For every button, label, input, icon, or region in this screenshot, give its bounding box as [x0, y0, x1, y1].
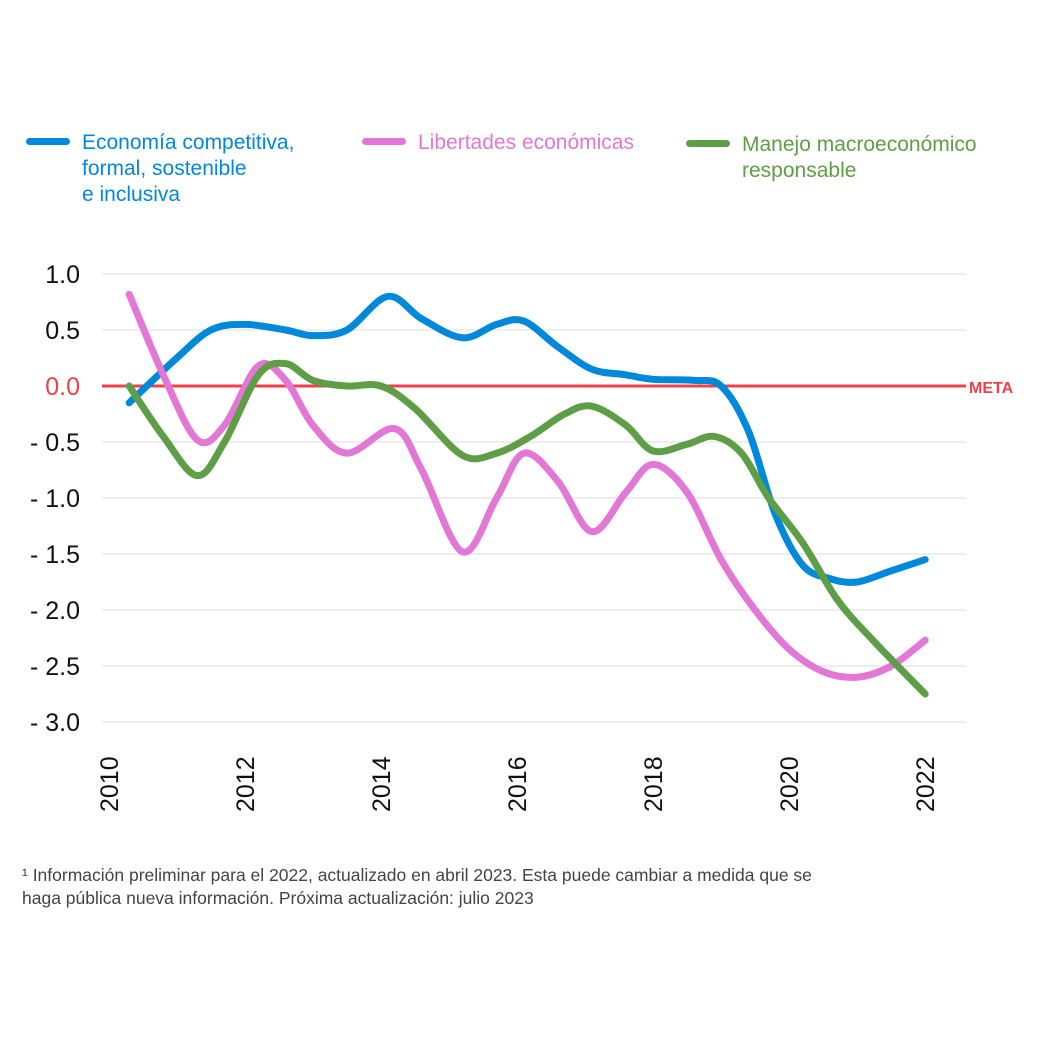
x-tick-label: 2022: [912, 756, 940, 812]
y-tick-label: - 1.5: [30, 541, 80, 569]
series-lines: [125, 290, 929, 698]
legend-label-economia: Economía competitiva, formal, sostenible…: [82, 131, 295, 206]
x-tick-label: 2018: [640, 756, 668, 812]
y-tick-label: 0.5: [45, 317, 80, 345]
grid-lines: [102, 273, 966, 723]
y-tick-label: 0.0: [45, 373, 80, 401]
target-line-label: META: [969, 380, 1014, 397]
series-line-manejo: [125, 359, 929, 698]
footnote: ¹ Información preliminar para el 2022, a…: [22, 865, 812, 908]
y-tick-label: - 3.0: [30, 709, 80, 737]
x-tick-label: 2016: [504, 756, 532, 812]
legend-swatch-economia: [26, 138, 70, 145]
y-tick-label: - 1.0: [30, 485, 80, 513]
legend-label-manejo: Manejo macroeconómico responsable: [742, 133, 977, 182]
y-tick-label: - 2.0: [30, 597, 80, 625]
x-tick-label: 2020: [776, 756, 804, 812]
x-tick-label: 2010: [96, 756, 124, 812]
x-tick-label: 2014: [368, 756, 396, 812]
x-tick-label: 2012: [232, 756, 260, 812]
y-tick-label: 1.0: [45, 261, 80, 289]
y-tick-label: - 0.5: [30, 429, 80, 457]
y-tick-label: - 2.5: [30, 653, 80, 681]
series-line-libertades: [125, 290, 929, 681]
legend-item-manejo: Manejo macroeconómico responsable: [686, 132, 977, 184]
legend-item-libertades: Libertades económicas: [362, 130, 634, 156]
legend-item-economia: Economía competitiva, formal, sostenible…: [26, 130, 294, 208]
legend-swatch-libertades: [362, 138, 406, 145]
legend-swatch-manejo: [686, 140, 730, 147]
series-line-economia: [125, 292, 929, 586]
y-axis-ticks: 1.0 0.5 0.0 - 0.5 - 1.0 - 1.5 - 2.0 - 2.5 - 3.0: [30, 261, 80, 737]
legend-label-libertades: Libertades económicas: [418, 131, 634, 154]
x-axis-ticks: 2010 2012 2014 2016 2018 2020 2022: [96, 756, 940, 812]
